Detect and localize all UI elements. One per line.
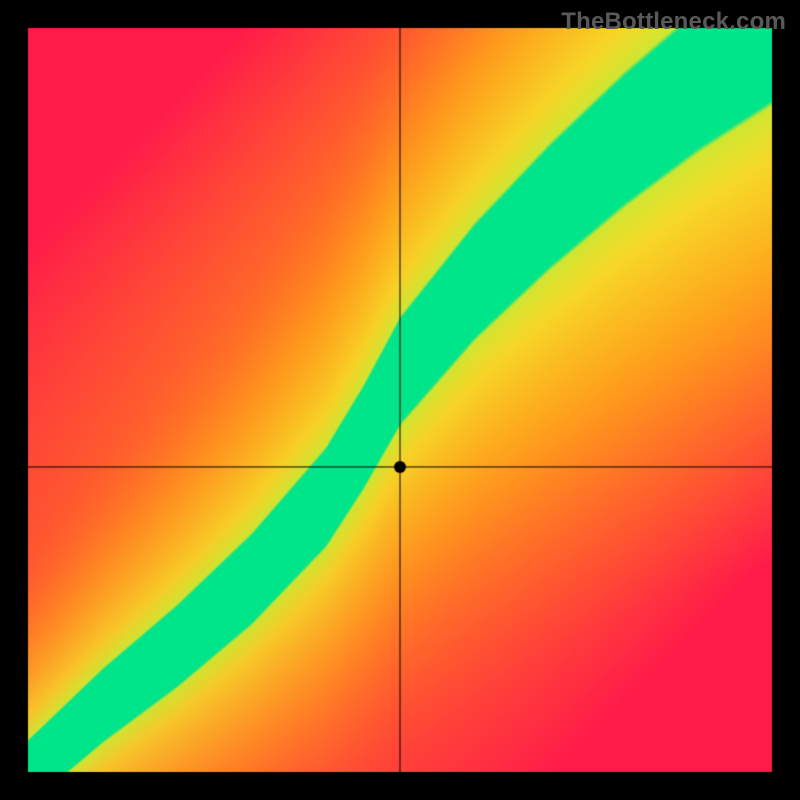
heatmap-canvas (0, 0, 800, 800)
watermark-text: TheBottleneck.com (561, 8, 786, 36)
chart-container: TheBottleneck.com (0, 0, 800, 800)
